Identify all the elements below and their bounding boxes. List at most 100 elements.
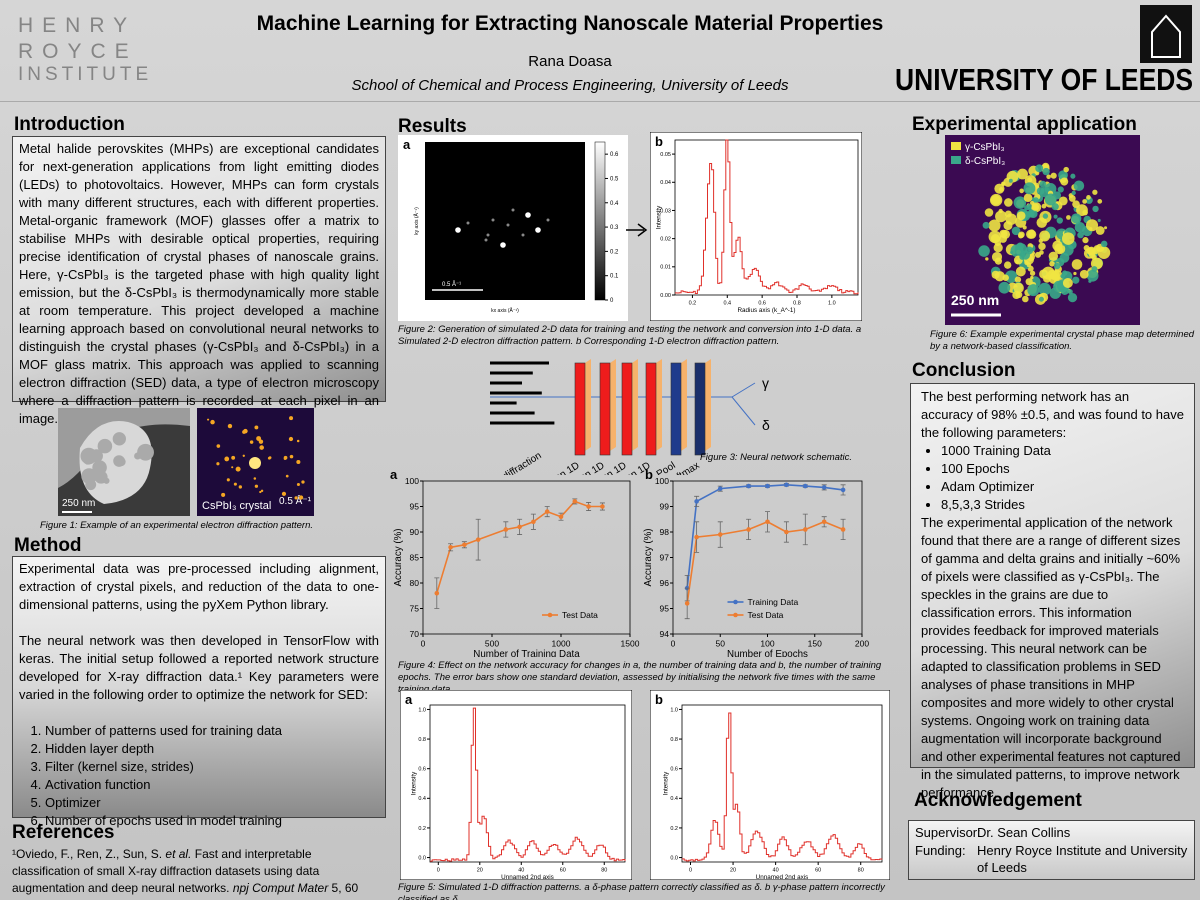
x-tick-label: 40: [773, 868, 779, 874]
panel-letter: b: [655, 134, 663, 149]
point: [803, 527, 808, 532]
x-axis-label: Number of Epochs: [727, 649, 808, 657]
paragraph: The neural network was then developed in…: [19, 633, 379, 702]
header-divider: [0, 101, 1200, 102]
ack-value: Dr. Sean Collins: [977, 825, 1071, 840]
y-tick-label: 0.2: [670, 826, 678, 832]
paragraph: The experimental application of the netw…: [921, 515, 1181, 800]
panel-letter: b: [655, 692, 663, 707]
list-item: Adam Optimizer: [941, 478, 1184, 496]
layer-side: [656, 359, 662, 451]
diffraction-spot: [484, 238, 488, 242]
list-item: Hidden layer depth: [45, 740, 379, 758]
y-tick-label: 80: [410, 578, 420, 588]
grain: [1057, 186, 1064, 193]
grain: [92, 460, 107, 475]
parameter-list: 1000 Training Data100 EpochsAdam Optimiz…: [921, 442, 1184, 514]
y-tick-label: 0.02: [660, 237, 671, 243]
legend-label: Test Data: [748, 610, 784, 620]
series-line: [686, 483, 844, 589]
grain: [1044, 193, 1057, 206]
y-tick-label: 1.0: [670, 707, 678, 713]
plot-frame: [674, 139, 859, 296]
central-beam: [249, 457, 261, 469]
grain: [1017, 168, 1028, 180]
point: [600, 504, 605, 509]
grain: [1016, 211, 1026, 221]
grain: [1074, 221, 1086, 233]
panel-bg: [650, 690, 890, 880]
grain: [1019, 188, 1024, 194]
grain: [1035, 164, 1044, 173]
figure-6: γ-CsPbI₃ δ-CsPbI₃ 250 nm: [945, 135, 1140, 325]
x-tick-label: 0.6: [758, 301, 766, 307]
logo-line: ROYCE: [18, 40, 138, 63]
point: [558, 514, 564, 519]
grain: [1036, 217, 1048, 228]
grain: [1088, 279, 1092, 283]
diffraction-spot: [281, 491, 287, 496]
x-tick-label: 20: [477, 868, 483, 874]
grain: [1082, 199, 1087, 204]
diffraction-spot: [231, 466, 234, 469]
grain: [1047, 269, 1058, 280]
grain: [984, 208, 994, 217]
grain: [1030, 275, 1034, 280]
grain: [1085, 219, 1099, 232]
x-tick-label: 1000: [552, 639, 571, 649]
diffraction-spot: [259, 445, 264, 450]
grain: [1004, 210, 1012, 218]
y-tick-label: 85: [410, 552, 420, 562]
x-axis-label: kx axis (Å⁻¹): [491, 307, 519, 314]
colorbar-tick-label: 0.2: [610, 249, 619, 255]
diffraction-spot: [242, 454, 245, 457]
point: [746, 483, 751, 489]
y-tick-label: 0.04: [660, 180, 671, 186]
reference-part: et al.: [165, 847, 192, 861]
layer: [694, 362, 706, 456]
grain: [1067, 289, 1073, 295]
grain: [994, 183, 1005, 194]
panel-letter: a: [403, 137, 411, 152]
heading: Experimental application: [912, 114, 1137, 135]
layer: [574, 362, 586, 456]
point: [694, 534, 699, 540]
heading: Results: [398, 116, 467, 137]
colorbar-tick-label: 0.3: [610, 225, 619, 231]
x-axis-label: Number of Training Data: [473, 649, 580, 657]
point: [475, 537, 481, 542]
reference-part: npj Comput Mater: [232, 881, 329, 895]
y-axis-label: Intensity: [656, 205, 663, 229]
grain: [1027, 284, 1040, 297]
point: [462, 542, 467, 548]
grain: [137, 443, 154, 461]
paragraph: The best performing network has an accur…: [921, 389, 1184, 440]
y-tick-label: 0.4: [418, 796, 426, 802]
grain: [1062, 277, 1073, 289]
grain: [103, 477, 110, 484]
y-tick-label: 97: [660, 552, 670, 562]
grain: [1072, 276, 1080, 284]
y-tick-label: 0.8: [418, 737, 426, 743]
diffraction-spot: [254, 484, 259, 488]
plot-frame: [422, 480, 631, 635]
legend-marker: [547, 612, 553, 618]
grain: [1003, 221, 1013, 231]
grain: [1097, 198, 1103, 204]
diffraction-spot: [259, 490, 262, 494]
diffraction-spot: [210, 419, 215, 425]
diffraction-spot: [296, 439, 300, 443]
grain: [1034, 251, 1042, 258]
grain: [995, 210, 1007, 223]
grain: [1070, 173, 1076, 179]
grain: [1029, 270, 1036, 276]
grain: [1049, 260, 1055, 267]
layer-side: [632, 359, 638, 451]
grain: [1071, 190, 1076, 196]
diffraction-spot: [243, 428, 248, 434]
diffraction-spot: [231, 455, 236, 460]
grain: [1015, 266, 1026, 277]
grain: [988, 219, 1001, 232]
output-label: γ: [762, 375, 769, 391]
